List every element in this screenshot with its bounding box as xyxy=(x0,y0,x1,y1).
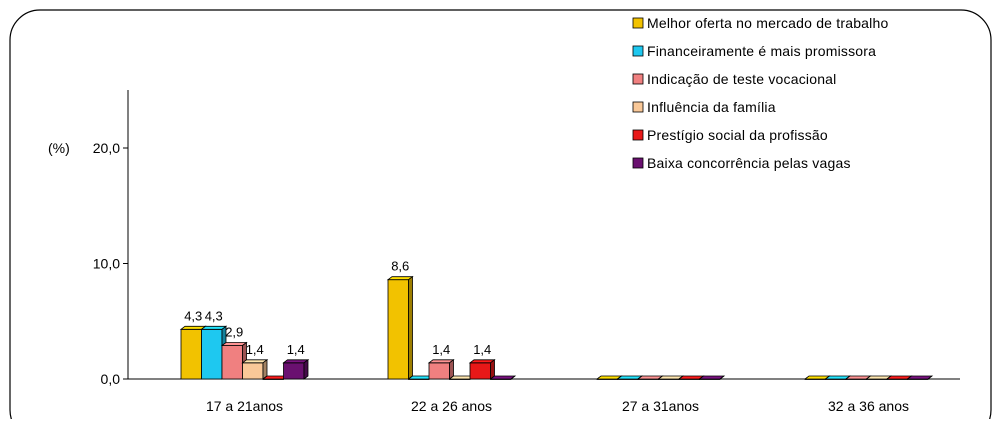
chart-frame xyxy=(9,9,992,424)
bar xyxy=(386,275,414,380)
legend-item: Prestígio social da profissão xyxy=(632,127,828,143)
data-label: 8,6 xyxy=(391,259,409,274)
legend-label: Influência da família xyxy=(647,99,776,115)
legend-swatch xyxy=(632,157,644,169)
bar xyxy=(906,375,934,380)
legend-label: Prestígio social da profissão xyxy=(647,127,828,143)
bar xyxy=(282,359,310,380)
legend-item: Financeiramente é mais promissora xyxy=(632,43,876,59)
x-tick-label: 27 a 31anos xyxy=(622,398,699,414)
bar xyxy=(241,359,269,380)
y-tick-label: 0,0 xyxy=(101,371,121,387)
data-label: 1,4 xyxy=(473,342,491,357)
legend-item: Influência da família xyxy=(632,99,776,115)
y-tick-label: 10,0 xyxy=(93,256,120,272)
data-label: 1,4 xyxy=(432,342,450,357)
legend-swatch xyxy=(632,73,644,85)
data-label: 4,3 xyxy=(184,308,202,323)
legend-label: Indicação de teste vocacional xyxy=(647,71,836,87)
legend-swatch xyxy=(632,129,644,141)
bar xyxy=(657,375,685,380)
legend-item: Baixa concorrência pelas vagas xyxy=(632,155,851,171)
bar xyxy=(698,375,726,380)
legend-item: Indicação de teste vocacional xyxy=(632,71,836,87)
data-label: 2,9 xyxy=(225,325,243,340)
data-label: 4,3 xyxy=(205,308,223,323)
x-tick-label: 32 a 36 anos xyxy=(828,398,909,414)
legend-label: Financeiramente é mais promissora xyxy=(647,43,876,59)
y-tick-label: 20,0 xyxy=(93,140,120,156)
legend-swatch xyxy=(632,101,644,113)
data-label: 1,4 xyxy=(246,342,264,357)
legend-label: Melhor oferta no mercado de trabalho xyxy=(647,15,888,31)
x-tick-label: 17 a 21anos xyxy=(206,398,283,414)
data-label: 1,4 xyxy=(287,342,305,357)
bar xyxy=(468,359,496,380)
legend-swatch xyxy=(632,17,644,29)
x-tick-label: 22 a 26 anos xyxy=(411,398,492,414)
legend-swatch xyxy=(632,45,644,57)
bar xyxy=(489,375,517,380)
legend-label: Baixa concorrência pelas vagas xyxy=(647,155,851,171)
legend-item: Melhor oferta no mercado de trabalho xyxy=(632,15,888,31)
bar xyxy=(427,359,455,380)
y-axis-label: (%) xyxy=(48,140,70,156)
